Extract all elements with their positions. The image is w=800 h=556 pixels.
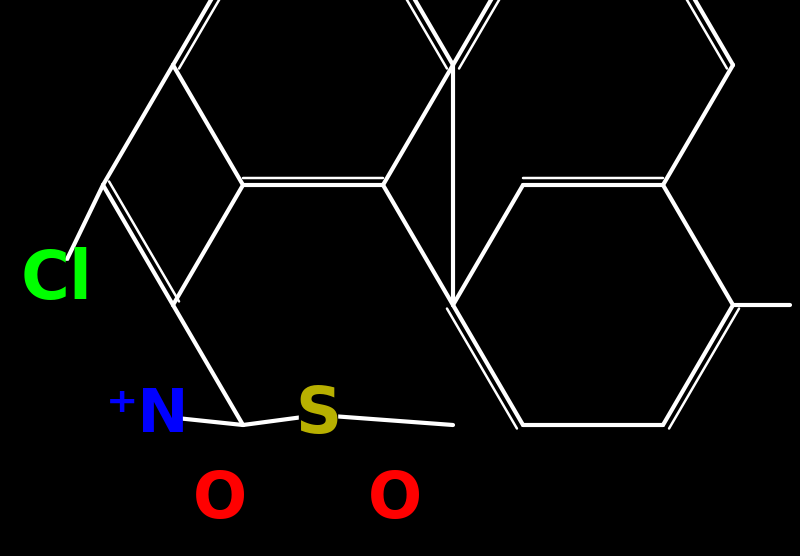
Text: Cl: Cl	[21, 247, 93, 313]
Bar	[30, 261, 85, 299]
Text: S: S	[295, 384, 341, 446]
Bar	[201, 482, 239, 518]
Bar	[299, 397, 337, 433]
Text: O: O	[193, 469, 247, 531]
Text: ⁺N: ⁺N	[106, 385, 190, 444]
Text: O: O	[368, 469, 422, 531]
Bar	[376, 482, 414, 518]
Bar	[122, 397, 174, 433]
